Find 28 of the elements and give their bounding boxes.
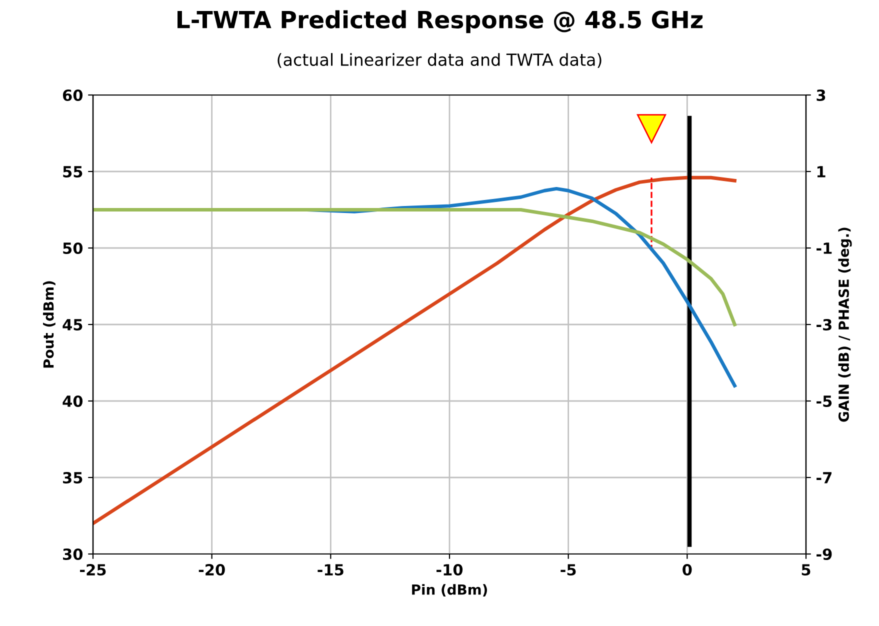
y2-tick-label: 3 bbox=[816, 89, 826, 102]
x-tick-label: 0 bbox=[682, 564, 692, 576]
y-tick-label: 35 bbox=[63, 472, 82, 484]
y-tick-label: 50 bbox=[63, 242, 83, 254]
chart-title: L-TWTA Predicted Response @ 48.5 GHz bbox=[178, 10, 703, 34]
x-tick-label: -25 bbox=[80, 564, 106, 576]
x-tick-label: -10 bbox=[436, 564, 463, 576]
y-tick-label: 55 bbox=[63, 166, 82, 178]
y2-tick-label: -7 bbox=[816, 472, 832, 484]
y-tick-label: 60 bbox=[62, 89, 83, 102]
line-series bbox=[93, 208, 736, 326]
y2-tick-label: -3 bbox=[816, 318, 832, 331]
y-tick-label: 40 bbox=[62, 395, 83, 408]
y-tick-label: 45 bbox=[62, 319, 82, 331]
y-axis-title: Pout (dBm) bbox=[43, 281, 56, 368]
y2-tick-label: 1 bbox=[817, 166, 826, 178]
chart-subtitle: (actual Linearizer data and TWTA data) bbox=[278, 53, 602, 68]
x-tick-label: -5 bbox=[560, 564, 576, 576]
y-tick-label: 30 bbox=[63, 548, 83, 560]
x-tick-label: 5 bbox=[802, 564, 810, 576]
x-axis-title: Pin (dBm) bbox=[412, 584, 487, 596]
line-series bbox=[93, 176, 736, 526]
x-tick-label: -15 bbox=[318, 564, 344, 576]
y2-axis-title: GAIN (dB) / PHASE (deg.) bbox=[838, 228, 852, 422]
x-tick-label: -20 bbox=[198, 564, 225, 576]
y2-tick-label: -5 bbox=[816, 396, 832, 408]
y2-tick-label: -9 bbox=[816, 548, 832, 560]
y2-tick-label: -1 bbox=[816, 242, 832, 254]
